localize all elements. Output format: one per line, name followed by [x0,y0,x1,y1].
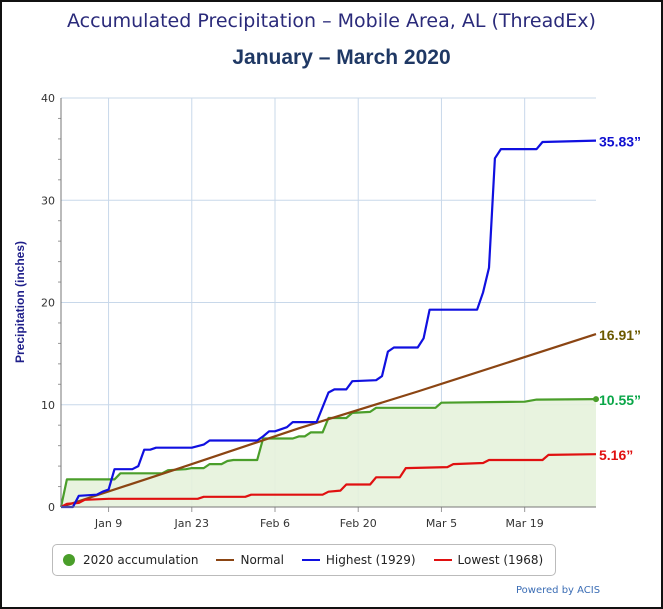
legend-label: 2020 accumulation [83,553,199,567]
series-end-label: 10.55” [599,392,641,408]
y-tick-label: 20 [41,297,55,310]
legend-line-icon [433,559,452,561]
series-line [60,333,597,509]
x-tick-label: Jan 23 [174,517,209,530]
y-tick-label: 40 [41,92,55,105]
series-end-label: 5.16” [599,447,633,463]
chart-subtitle: January – March 2020 [232,46,451,69]
x-tick-label: Feb 20 [340,517,377,530]
legend-dot-icon [63,554,75,566]
powered-by-credit[interactable]: Powered by ACIS [516,585,601,596]
series-fill-area [61,399,596,507]
series-line [59,398,597,508]
y-tick-label: 30 [41,194,55,207]
chart-plot: 0 10 20 30 40 Jan 9 Jan 23 Feb 6 Feb 20 Mar 5 Mar … [13,92,641,530]
legend-item-2020[interactable]: 2020 accumulation [63,553,198,567]
chart-title: Accumulated Precipitation – Mobile Area,… [67,10,596,32]
series-end-marker [593,396,599,403]
x-tick-label: Mar 19 [506,517,544,530]
legend-line-icon [216,559,235,561]
series-end-label: 35.83” [599,134,641,150]
y-tick-label: 10 [41,399,55,412]
chart-legend: 2020 accumulation Normal Highest (1929) … [52,544,556,576]
series-line [61,139,597,509]
y-tick-label: 0 [48,501,55,514]
legend-item-lowest[interactable]: Lowest (1968) [433,553,544,567]
legend-label: Normal [240,553,284,567]
legend-item-normal[interactable]: Normal [216,553,284,567]
x-tick-label: Feb 6 [260,517,290,530]
legend-label: Lowest (1968) [457,553,544,567]
series-end-label: 16.91” [599,327,641,343]
series-line [60,453,597,508]
legend-item-highest[interactable]: Highest (1929) [301,553,416,567]
y-axis-label: Precipitation (inches) [13,241,27,363]
legend-line-icon [301,559,320,561]
legend-label: Highest (1929) [325,553,416,567]
x-tick-label: Mar 5 [426,517,457,530]
x-tick-label: Jan 9 [94,517,122,530]
